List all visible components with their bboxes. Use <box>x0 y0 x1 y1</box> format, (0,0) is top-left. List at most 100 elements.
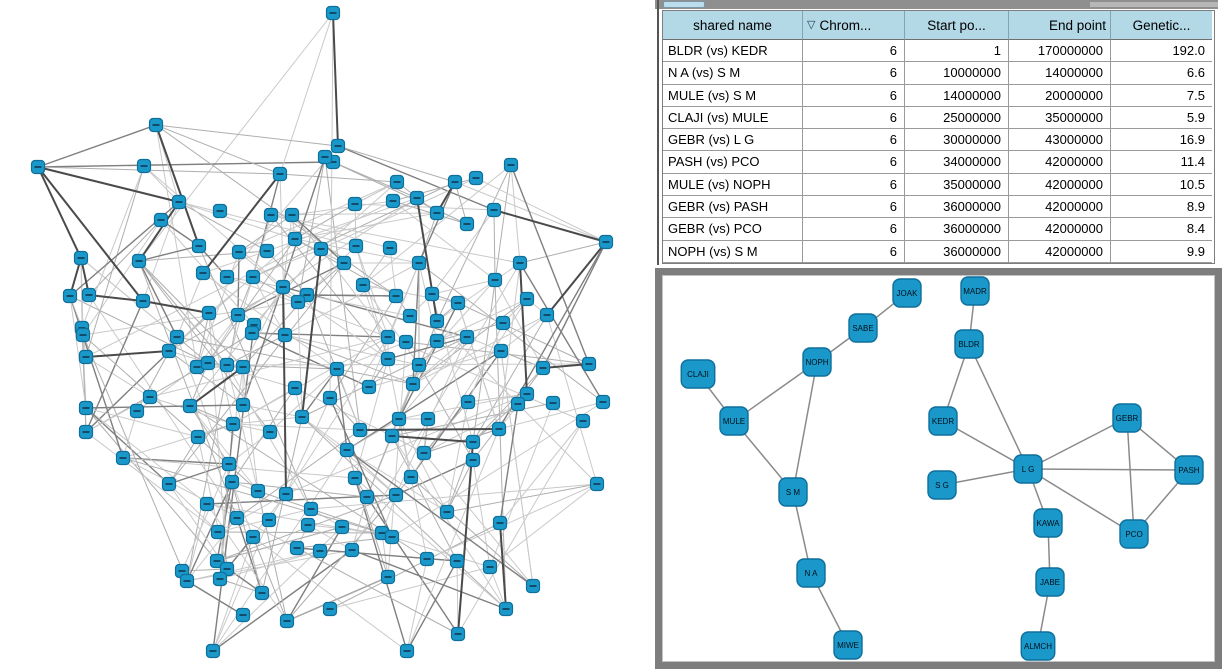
network-node-noph[interactable]: NOPH <box>802 347 832 377</box>
network-node[interactable] <box>195 265 211 281</box>
network-node[interactable] <box>244 325 260 341</box>
network-node[interactable] <box>300 517 316 533</box>
network-node[interactable] <box>275 279 291 295</box>
network-node[interactable] <box>539 307 555 323</box>
network-node[interactable] <box>205 643 221 659</box>
network-node[interactable] <box>78 400 94 416</box>
network-node[interactable] <box>486 202 502 218</box>
sub-network-canvas[interactable]: JOAK SABE NOPH CLAJI MULE S M N A MIWE MADR BLDR K… <box>663 276 1214 661</box>
network-node[interactable] <box>30 159 46 175</box>
network-node[interactable] <box>289 540 305 556</box>
network-node[interactable] <box>450 295 466 311</box>
table-cell[interactable]: 6 <box>803 129 905 152</box>
network-node[interactable] <box>245 269 261 285</box>
network-node-mule[interactable]: MULE <box>719 406 749 436</box>
network-node[interactable] <box>250 483 266 499</box>
network-node[interactable] <box>411 255 427 271</box>
table-cell[interactable]: 6 <box>803 40 905 63</box>
network-edge[interactable] <box>792 361 818 493</box>
network-node[interactable] <box>389 174 405 190</box>
network-node[interactable] <box>336 255 352 271</box>
filter-icon[interactable]: ▽ <box>807 18 816 31</box>
table-cell[interactable]: 42000000 <box>1009 173 1111 197</box>
network-node[interactable] <box>519 386 535 402</box>
network-node[interactable] <box>136 158 152 174</box>
network-node[interactable] <box>235 359 251 375</box>
network-node[interactable] <box>142 389 158 405</box>
network-node[interactable] <box>384 529 400 545</box>
network-node[interactable] <box>201 305 217 321</box>
network-node[interactable] <box>384 428 400 444</box>
network-node[interactable] <box>498 601 514 617</box>
network-node[interactable] <box>219 357 235 373</box>
table-cell[interactable]: 5.9 <box>1111 106 1212 130</box>
network-node[interactable] <box>210 524 226 540</box>
network-node[interactable] <box>575 413 591 429</box>
network-node[interactable] <box>492 515 508 531</box>
network-node[interactable] <box>317 149 333 165</box>
network-node[interactable] <box>334 519 350 535</box>
network-node[interactable] <box>409 190 425 206</box>
network-node[interactable] <box>235 607 251 623</box>
network-node[interactable] <box>581 356 597 372</box>
network-node[interactable] <box>429 333 445 349</box>
network-node[interactable] <box>261 512 277 528</box>
network-node[interactable] <box>450 626 466 642</box>
network-node[interactable] <box>287 380 303 396</box>
network-node[interactable] <box>598 234 614 250</box>
network-node[interactable] <box>503 157 519 173</box>
network-node-jabe[interactable]: JABE <box>1035 567 1065 597</box>
network-node[interactable] <box>235 397 251 413</box>
network-node-claji[interactable]: CLAJI <box>680 359 716 389</box>
table-cell[interactable]: 36000000 <box>905 240 1009 263</box>
network-node[interactable] <box>419 551 435 567</box>
network-node[interactable] <box>382 240 398 256</box>
network-node[interactable] <box>424 286 440 302</box>
network-node[interactable] <box>231 244 247 260</box>
network-node[interactable] <box>468 170 484 186</box>
network-node[interactable] <box>416 445 432 461</box>
network-node[interactable] <box>402 308 418 324</box>
table-cell[interactable]: 42000000 <box>1009 240 1111 263</box>
network-node[interactable] <box>519 291 535 307</box>
network-node[interactable] <box>62 288 78 304</box>
table-cell[interactable]: GEBR (vs) PASH <box>663 196 803 219</box>
table-cell[interactable]: 36000000 <box>905 218 1009 241</box>
table-cell[interactable]: 36000000 <box>905 196 1009 219</box>
network-node[interactable] <box>284 207 300 223</box>
network-node-madr[interactable]: MADR <box>960 276 990 306</box>
network-node-kawa[interactable]: KAWA <box>1033 508 1063 538</box>
network-node[interactable] <box>229 510 245 526</box>
table-cell[interactable]: 16.9 <box>1111 129 1212 152</box>
network-node[interactable] <box>420 411 436 427</box>
network-node[interactable] <box>487 272 503 288</box>
network-node[interactable] <box>277 327 293 343</box>
network-node-almch[interactable]: ALMCH <box>1020 631 1056 661</box>
network-node[interactable] <box>182 398 198 414</box>
sub-network-view[interactable]: JOAK SABE NOPH CLAJI MULE S M N A MIWE MADR BLDR K… <box>662 275 1215 662</box>
network-node-gebr[interactable]: GEBR <box>1112 403 1142 433</box>
network-node[interactable] <box>429 205 445 221</box>
network-node[interactable] <box>447 174 463 190</box>
h-scrollbar-track[interactable] <box>1090 2 1218 7</box>
network-node-n-a[interactable]: N A <box>796 558 826 588</box>
table-cell[interactable]: PASH (vs) PCO <box>663 151 803 174</box>
network-node[interactable] <box>459 216 475 232</box>
network-node[interactable] <box>294 409 310 425</box>
network-node[interactable] <box>403 469 419 485</box>
network-node[interactable] <box>81 287 97 303</box>
network-node[interactable] <box>361 379 377 395</box>
network-node[interactable] <box>287 231 303 247</box>
network-node[interactable] <box>272 166 288 182</box>
table-cell[interactable]: 10.5 <box>1111 173 1212 197</box>
network-node[interactable] <box>355 277 371 293</box>
network-node[interactable] <box>135 293 151 309</box>
network-node[interactable] <box>171 194 187 210</box>
table-cell[interactable]: 6 <box>803 196 905 219</box>
network-node[interactable] <box>385 193 401 209</box>
network-node[interactable] <box>325 5 341 21</box>
network-node[interactable] <box>380 351 396 367</box>
network-node[interactable] <box>225 416 241 432</box>
table-cell[interactable]: 43000000 <box>1009 129 1111 152</box>
table-cell[interactable]: 6 <box>803 173 905 197</box>
